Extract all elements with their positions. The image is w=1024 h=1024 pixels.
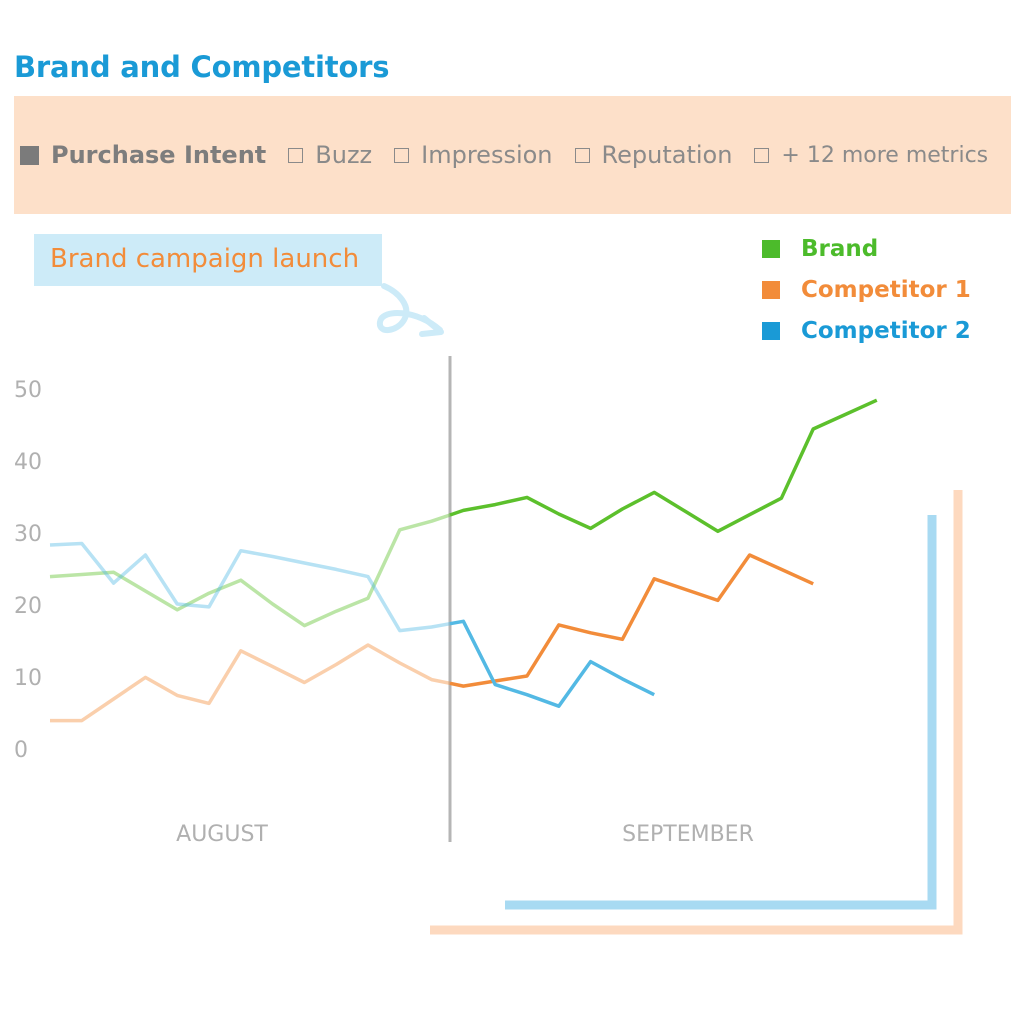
checkbox-icon[interactable] xyxy=(574,147,590,163)
series-line-faded xyxy=(49,541,451,633)
y-tick-label: 20 xyxy=(14,594,42,619)
checked-checkbox-icon[interactable] xyxy=(20,145,39,165)
legend-swatch xyxy=(762,321,780,340)
legend-item-competitor-2[interactable]: Competitor 2 xyxy=(762,310,971,351)
legend: Brand Competitor 1 Competitor 2 xyxy=(762,228,971,351)
legend-label: Brand xyxy=(801,235,879,262)
legend-swatch xyxy=(762,239,780,258)
series-line xyxy=(449,398,878,534)
arrow-head-icon xyxy=(419,315,444,337)
curly-arrow-icon xyxy=(376,283,443,333)
series-line xyxy=(449,553,814,688)
campaign-annotation: Brand campaign launch xyxy=(34,234,382,286)
metric-label: + 12 more metrics xyxy=(781,142,989,168)
metric-purchase-intent[interactable]: Purchase Intent xyxy=(20,141,266,169)
legend-label: Competitor 2 xyxy=(801,317,971,344)
legend-item-brand[interactable]: Brand xyxy=(762,228,971,269)
y-tick-label: 40 xyxy=(14,450,42,475)
more-metrics[interactable]: + 12 more metrics xyxy=(754,143,988,168)
metric-label: Buzz xyxy=(315,141,373,169)
x-section-label: SEPTEMBER xyxy=(622,822,754,847)
metric-reputation[interactable]: Reputation xyxy=(574,141,733,169)
metric-impression[interactable]: Impression xyxy=(394,141,553,169)
series-line-faded xyxy=(49,513,451,628)
annotation-text: Brand campaign launch xyxy=(50,244,360,274)
metric-selector: Purchase Intent Buzz Impression Reputati… xyxy=(14,96,1011,214)
legend-swatch xyxy=(762,280,780,299)
legend-item-competitor-1[interactable]: Competitor 1 xyxy=(762,269,971,310)
metric-buzz[interactable]: Buzz xyxy=(288,141,372,169)
y-tick-label: 0 xyxy=(14,738,28,763)
decor-frame-orange xyxy=(430,490,963,935)
series-line xyxy=(449,619,655,708)
checkbox-icon[interactable] xyxy=(288,147,304,163)
y-tick-label: 10 xyxy=(14,666,42,691)
metric-label: Impression xyxy=(421,141,553,169)
y-tick-label: 50 xyxy=(14,378,42,403)
y-tick-label: 30 xyxy=(14,522,42,547)
series-line-faded xyxy=(50,643,451,723)
legend-label: Competitor 1 xyxy=(801,276,971,303)
x-section-label: AUGUST xyxy=(176,822,268,847)
metric-label: Purchase Intent xyxy=(51,141,267,169)
decor-frame-blue xyxy=(505,515,937,910)
checkbox-icon[interactable] xyxy=(754,147,770,163)
chart-title: Brand and Competitors xyxy=(14,50,390,84)
checkbox-icon[interactable] xyxy=(394,147,410,163)
metric-row: Purchase Intent Buzz Impression Reputati… xyxy=(20,96,1011,214)
metric-label: Reputation xyxy=(601,141,733,169)
